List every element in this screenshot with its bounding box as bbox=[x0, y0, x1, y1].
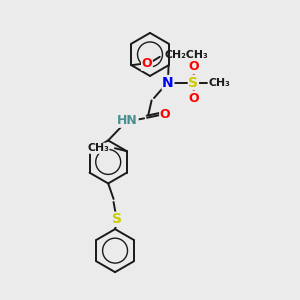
Text: N: N bbox=[162, 76, 174, 89]
Text: O: O bbox=[142, 57, 152, 70]
Text: HN: HN bbox=[117, 114, 138, 127]
Text: CH₃: CH₃ bbox=[209, 77, 231, 88]
Text: CH₂CH₃: CH₂CH₃ bbox=[165, 50, 208, 60]
Text: S: S bbox=[112, 212, 122, 226]
Text: O: O bbox=[189, 61, 199, 74]
Text: O: O bbox=[189, 92, 199, 104]
Text: O: O bbox=[160, 108, 170, 121]
Text: S: S bbox=[188, 76, 198, 89]
Text: CH₃: CH₃ bbox=[87, 143, 109, 153]
